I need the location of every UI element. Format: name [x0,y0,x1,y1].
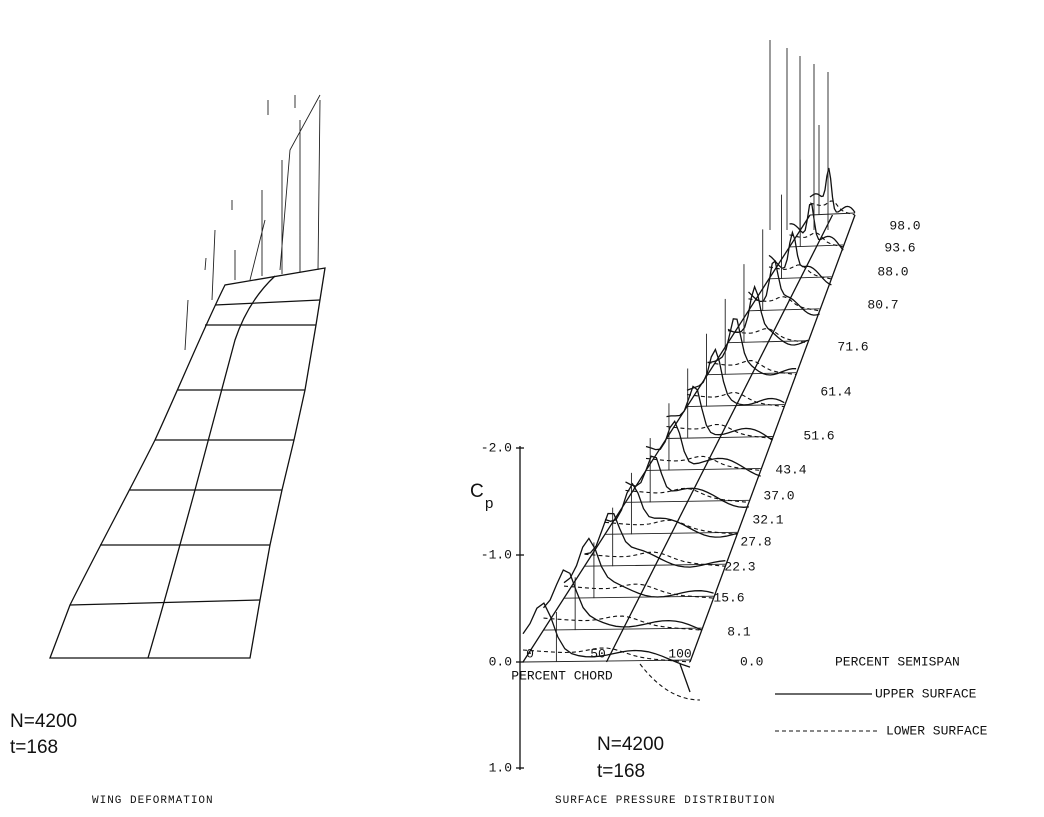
tick-label: 0.0 [489,654,512,669]
upper-curve [728,287,808,345]
lower-curve [810,201,855,215]
lower-curve [646,456,761,470]
span-station: 15.6 [713,590,744,605]
span-station: 88.0 [877,264,908,279]
span-station: 37.0 [763,488,794,503]
span-station: 43.4 [775,462,806,477]
span-title: PERCENT SEMISPAN [835,654,960,669]
chord-tick-label: 0 [526,646,534,661]
tick-label: -1.0 [481,547,512,562]
tick-label: 1.0 [489,760,512,775]
run-label: t=168 [597,761,645,782]
upper-curve [646,421,761,476]
run-label: N=4200 [597,734,664,755]
span-station: 80.7 [867,297,898,312]
lower-curve [667,425,773,439]
chord-line [523,215,810,662]
lower-curve [544,616,702,630]
figure: N=4200 t=168 WING DEFORMATION C p PERCEN… [0,0,1044,817]
axis-label-sub: p [485,495,493,512]
span-station: 8.1 [727,624,751,639]
caption: WING DEFORMATION [92,795,214,807]
legend-label: LOWER SURFACE [886,723,988,738]
chord-tick-label: 50 [590,646,606,661]
tick-label: -2.0 [481,440,512,455]
legend-label: UPPER SURFACE [875,686,977,701]
span-station: 93.6 [884,240,915,255]
upper-curve [585,514,726,568]
upper-tail [680,664,690,692]
lower-curve [585,552,726,566]
upper-curve [544,570,702,630]
run-label: t=168 [10,737,58,758]
span-station: 27.8 [740,534,771,549]
span-station: 0.0 [740,654,763,669]
span-station: 61.4 [820,384,851,399]
lower-curve [605,520,737,534]
span-station: 32.1 [752,512,783,527]
upper-curve [810,168,855,213]
span-station: 98.0 [889,218,920,233]
axis-label: C [470,481,484,502]
lower-curve [626,488,749,502]
wing-mesh [50,95,325,658]
span-station: 71.6 [837,339,868,354]
lower-curve [687,393,784,407]
chord-tick-label: 100 [668,646,691,661]
run-label: N=4200 [10,711,77,732]
caption: SURFACE PRESSURE DISTRIBUTION [555,795,775,807]
upper-curve [523,603,690,667]
page: {"left": {"run_labels": ["N=4200", "t=16… [0,0,1044,817]
lower-tail [640,664,700,700]
chord-title: PERCENT CHORD [511,668,613,683]
upper-curve [626,456,749,507]
upper-curve [605,484,737,537]
span-station: 51.6 [803,428,834,443]
span-station: 22.3 [724,559,755,574]
